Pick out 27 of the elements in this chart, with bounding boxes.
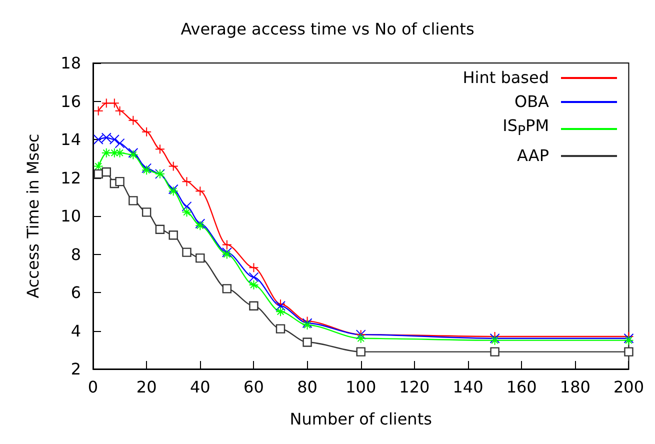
y-tick-label: 6 (70, 283, 81, 302)
x-tick-label: 140 (452, 378, 484, 396)
y-tick-label: 12 (60, 168, 81, 188)
legend-label: IS$_{P}$PM (502, 115, 549, 142)
legend-label: OBA (514, 91, 549, 113)
x-tick-label: 100 (346, 378, 376, 396)
x-tick-label: 200 (613, 378, 644, 396)
legend-label: Hint based (462, 67, 549, 89)
y-tick-label: 14 (60, 130, 81, 149)
y-tick-label: 18 (60, 54, 81, 72)
x-tick-label: 0 (88, 378, 98, 396)
x-tick-label: 160 (506, 378, 537, 396)
x-tick-label: 20 (136, 378, 157, 396)
y-tick-label: 8 (70, 244, 81, 264)
x-tick-label: 80 (297, 378, 318, 396)
legend-label: AAP (517, 145, 549, 168)
chart-title: Average access time vs No of clients (180, 20, 474, 38)
y-tick-label: 2 (70, 360, 81, 378)
x-tick-label: 60 (244, 378, 264, 396)
x-tick-label: 120 (399, 378, 430, 396)
y-tick-label: 10 (60, 206, 81, 226)
x-tick-label: 180 (560, 378, 590, 396)
x-axis-title: Number of clients (290, 410, 432, 428)
y-tick-label: 4 (70, 321, 81, 340)
y-tick-label: 16 (60, 92, 81, 111)
y-axis-title: Access Time in Msec (24, 134, 42, 298)
x-tick-label: 40 (190, 378, 210, 396)
